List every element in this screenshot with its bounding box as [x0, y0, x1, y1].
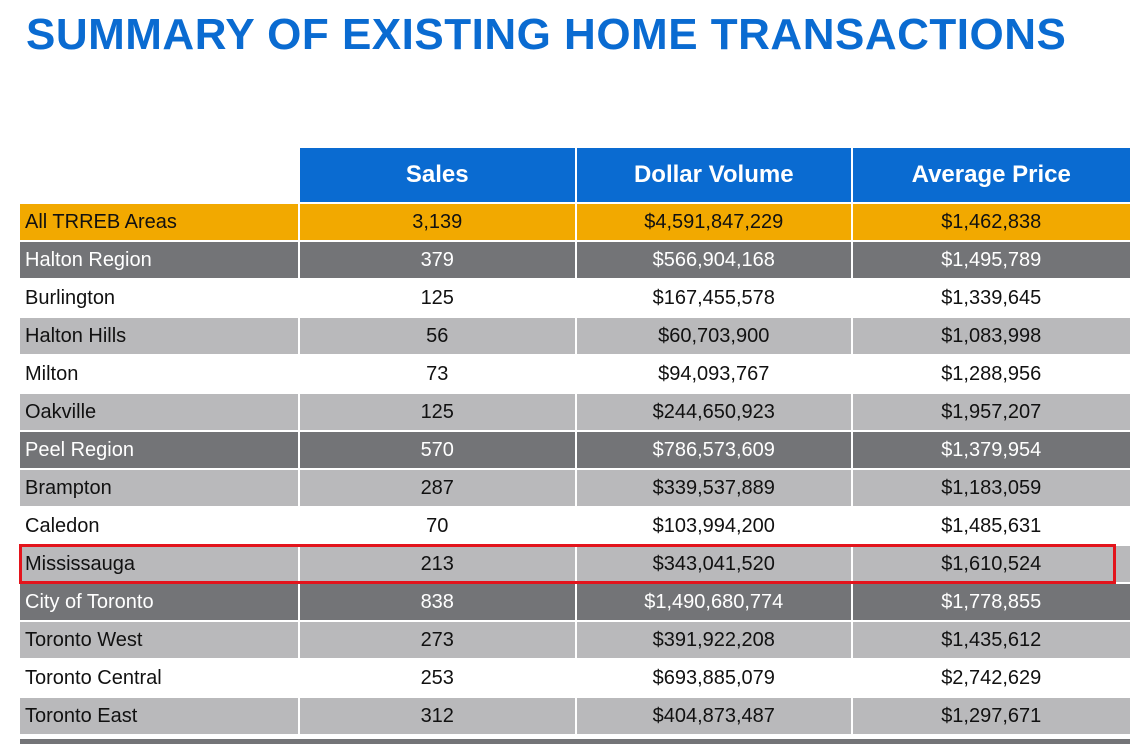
dollar-volume-cell: $693,885,079 — [577, 660, 851, 696]
dollar-volume-cell: $786,573,609 — [577, 432, 851, 468]
table-row: Toronto Central 253 $693,885,079 $2,742,629 — [20, 660, 1130, 696]
area-cell: Caledon — [20, 508, 298, 544]
table-row: City of Toronto 838 $1,490,680,774 $1,778,8… — [20, 584, 1130, 620]
average-price-cell: $1,435,612 — [852, 622, 1130, 658]
table-row: Caledon 70 $103,994,200 $1,485,631 — [20, 508, 1130, 544]
dollar-volume-cell: $94,093,767 — [577, 356, 851, 392]
sales-cell: 312 — [299, 698, 575, 734]
sales-cell: 838 — [299, 584, 575, 620]
area-cell: Burlington — [20, 280, 298, 316]
column-header-average-price: Average Price — [852, 148, 1130, 202]
dollar-volume-cell: $103,994,200 — [577, 508, 851, 544]
area-cell: Oakville — [20, 394, 298, 430]
sales-cell: 125 — [299, 394, 575, 430]
table-row: Mississauga 213 $343,041,520 $1,610,524 — [20, 546, 1130, 582]
column-header-sales: Sales — [299, 148, 575, 202]
area-cell: Halton Hills — [20, 318, 298, 354]
table-row: All TRREB Areas 3,139 $4,591,847,229 $1,462… — [20, 204, 1130, 240]
table-body: All TRREB Areas 3,139 $4,591,847,229 $1,462… — [20, 204, 1130, 734]
average-price-cell: $1,339,645 — [852, 280, 1130, 316]
table-row: Toronto East 312 $404,873,487 $1,297,671 — [20, 698, 1130, 734]
area-cell: Brampton — [20, 470, 298, 506]
table-header: Sales Dollar Volume Average Price — [20, 148, 1130, 202]
sales-cell: 73 — [299, 356, 575, 392]
table-row: Brampton 287 $339,537,889 $1,183,059 — [20, 470, 1130, 506]
header-blank-cell — [20, 148, 298, 202]
dollar-volume-cell: $343,041,520 — [577, 546, 851, 582]
column-header-dollar-volume: Dollar Volume — [577, 148, 851, 202]
table-row: Peel Region 570 $786,573,609 $1,379,954 — [20, 432, 1130, 468]
dollar-volume-cell: $4,591,847,229 — [577, 204, 851, 240]
area-cell: Toronto Central — [20, 660, 298, 696]
average-price-cell: $1,288,956 — [852, 356, 1130, 392]
average-price-cell: $1,083,998 — [852, 318, 1130, 354]
next-row-edge — [20, 739, 1130, 744]
area-cell: Toronto East — [20, 698, 298, 734]
table-row: Milton 73 $94,093,767 $1,288,956 — [20, 356, 1130, 392]
sales-cell: 253 — [299, 660, 575, 696]
table-row: Burlington 125 $167,455,578 $1,339,645 — [20, 280, 1130, 316]
sales-cell: 70 — [299, 508, 575, 544]
dollar-volume-cell: $244,650,923 — [577, 394, 851, 430]
page-title: SUMMARY OF EXISTING HOME TRANSACTIONS — [26, 10, 1067, 59]
dollar-volume-cell: $391,922,208 — [577, 622, 851, 658]
average-price-cell: $1,495,789 — [852, 242, 1130, 278]
sales-cell: 125 — [299, 280, 575, 316]
transactions-table: Sales Dollar Volume Average Price All TR… — [20, 148, 1130, 736]
dollar-volume-cell: $566,904,168 — [577, 242, 851, 278]
sales-cell: 570 — [299, 432, 575, 468]
sales-cell: 56 — [299, 318, 575, 354]
average-price-cell: $1,610,524 — [852, 546, 1130, 582]
area-cell: All TRREB Areas — [20, 204, 298, 240]
average-price-cell: $1,462,838 — [852, 204, 1130, 240]
area-cell: Mississauga — [20, 546, 298, 582]
average-price-cell: $1,297,671 — [852, 698, 1130, 734]
dollar-volume-cell: $339,537,889 — [577, 470, 851, 506]
area-cell: City of Toronto — [20, 584, 298, 620]
sales-cell: 213 — [299, 546, 575, 582]
average-price-cell: $1,957,207 — [852, 394, 1130, 430]
area-cell: Halton Region — [20, 242, 298, 278]
sales-cell: 287 — [299, 470, 575, 506]
area-cell: Toronto West — [20, 622, 298, 658]
sales-cell: 273 — [299, 622, 575, 658]
dollar-volume-cell: $404,873,487 — [577, 698, 851, 734]
dollar-volume-cell: $60,703,900 — [577, 318, 851, 354]
sales-cell: 379 — [299, 242, 575, 278]
table-row: Halton Region 379 $566,904,168 $1,495,789 — [20, 242, 1130, 278]
average-price-cell: $2,742,629 — [852, 660, 1130, 696]
dollar-volume-cell: $167,455,578 — [577, 280, 851, 316]
table-row: Oakville 125 $244,650,923 $1,957,207 — [20, 394, 1130, 430]
table-row: Toronto West 273 $391,922,208 $1,435,612 — [20, 622, 1130, 658]
area-cell: Milton — [20, 356, 298, 392]
average-price-cell: $1,778,855 — [852, 584, 1130, 620]
table-row: Halton Hills 56 $60,703,900 $1,083,998 — [20, 318, 1130, 354]
dollar-volume-cell: $1,490,680,774 — [577, 584, 851, 620]
average-price-cell: $1,485,631 — [852, 508, 1130, 544]
sales-cell: 3,139 — [299, 204, 575, 240]
average-price-cell: $1,379,954 — [852, 432, 1130, 468]
average-price-cell: $1,183,059 — [852, 470, 1130, 506]
area-cell: Peel Region — [20, 432, 298, 468]
